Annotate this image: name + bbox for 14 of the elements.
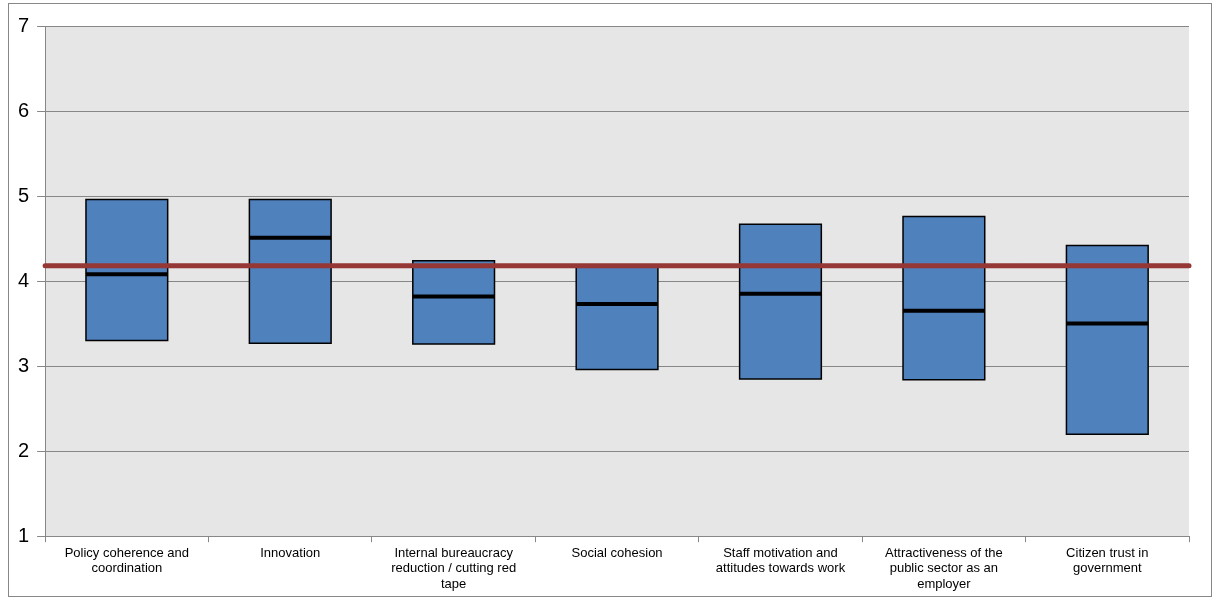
x-tick-label: Internal bureaucracy reduction / cutting red tape [391,544,517,591]
x-tick-label: Staff motivation and attitudes towards work [715,544,846,576]
y-tick-label: 6 [18,98,30,121]
y-tick-label: 2 [18,438,30,461]
y-tick-label: 1 [18,523,30,546]
x-tick-label: Innovation [260,544,321,560]
y-tick-label: 5 [18,183,30,206]
x-tick-label: Citizen trust in government [1066,544,1149,576]
y-tick-label: 7 [18,13,30,36]
x-tick-label: Social cohesion [571,544,663,560]
y-tick-label: 4 [18,268,30,291]
x-tick-label: Policy coherence and coordination [64,544,189,576]
x-tick-label: Attractiveness of the public sector as an employer [884,544,1003,591]
y-tick-label: 3 [18,353,30,376]
